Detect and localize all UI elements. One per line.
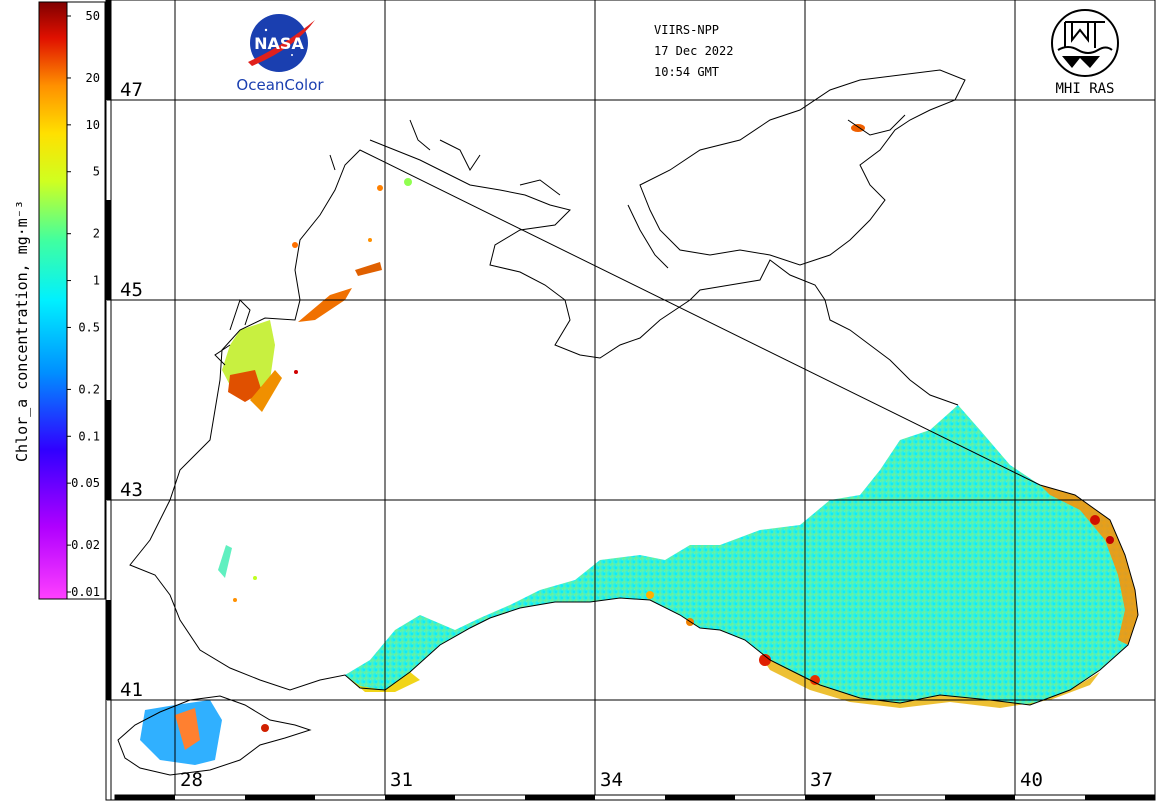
colorbar-tick-label: 0.2 bbox=[78, 382, 100, 396]
chlorophyll-field bbox=[140, 124, 1138, 765]
colorbar-tick-label: 0.05 bbox=[71, 476, 100, 490]
header-info: VIIRS-NPP 17 Dec 2022 10:54 GMT bbox=[654, 23, 733, 79]
coastal-rim-south bbox=[760, 655, 1100, 708]
lon-label-34: 34 bbox=[600, 769, 623, 791]
colorbar-tick-label: 0.1 bbox=[78, 429, 100, 443]
colorbar-tick-label: 0.5 bbox=[78, 320, 100, 334]
colorbar-tick-label: 1 bbox=[93, 274, 100, 288]
map-frame bbox=[105, 0, 1156, 801]
lon-label-37: 37 bbox=[810, 769, 833, 791]
date-label: 17 Dec 2022 bbox=[654, 44, 733, 58]
colorbar-tick-label: 5 bbox=[93, 165, 100, 179]
oceancolor-caption: OceanColor bbox=[236, 76, 324, 94]
lon-labels: 28 31 34 37 40 bbox=[180, 769, 1043, 791]
coastal-rim-west bbox=[345, 672, 420, 692]
sea-chlorophyll-main bbox=[345, 405, 1138, 705]
colorbar-tick-label: 0.02 bbox=[71, 538, 100, 552]
colorbar-tick-label: 20 bbox=[86, 71, 100, 85]
colorbar-ticks: 50 20 10 5 2 1 0.5 0.2 0.1 0.05 0.02 0.01 bbox=[67, 9, 100, 599]
colorbar-label: Chlor_a concentration, mg·m⁻³ bbox=[13, 200, 31, 462]
mhi-ras-caption: MHI RAS bbox=[1055, 81, 1114, 97]
lat-label-45: 45 bbox=[120, 279, 143, 301]
coastal-rim-east bbox=[1040, 485, 1138, 645]
lat-labels: 47 45 43 41 bbox=[120, 79, 143, 701]
colorbar-tick-panel bbox=[66, 1, 106, 600]
colorbar-tick-label: 10 bbox=[86, 118, 100, 132]
coastline-azov bbox=[639, 69, 966, 266]
lon-label-31: 31 bbox=[390, 769, 413, 791]
nasa-logo: NASA OceanColor bbox=[236, 14, 324, 94]
colorbar-tick-label: 2 bbox=[93, 227, 100, 241]
lat-label-41: 41 bbox=[120, 679, 143, 701]
lat-label-43: 43 bbox=[120, 479, 143, 501]
lon-label-40: 40 bbox=[1020, 769, 1043, 791]
mhi-ras-logo: MHI RAS bbox=[1051, 9, 1119, 97]
colorbar-tick-label: 50 bbox=[86, 9, 100, 23]
lon-label-28: 28 bbox=[180, 769, 203, 791]
time-label: 10:54 GMT bbox=[654, 65, 719, 79]
sensor-label: VIIRS-NPP bbox=[654, 23, 719, 37]
nasa-logo-wordmark: NASA bbox=[254, 34, 304, 53]
colorbar-ramp bbox=[38, 1, 68, 600]
graticule bbox=[107, 0, 1155, 795]
colorbar: 50 20 10 5 2 1 0.5 0.2 0.1 0.05 0.02 0.01 Chlor_a c… bbox=[13, 1, 106, 600]
mhi-ras-logo-icon bbox=[1051, 9, 1119, 77]
lat-label-47: 47 bbox=[120, 79, 143, 101]
colorbar-tick-label: 0.01 bbox=[71, 585, 100, 599]
coastline-marmara bbox=[117, 695, 312, 776]
